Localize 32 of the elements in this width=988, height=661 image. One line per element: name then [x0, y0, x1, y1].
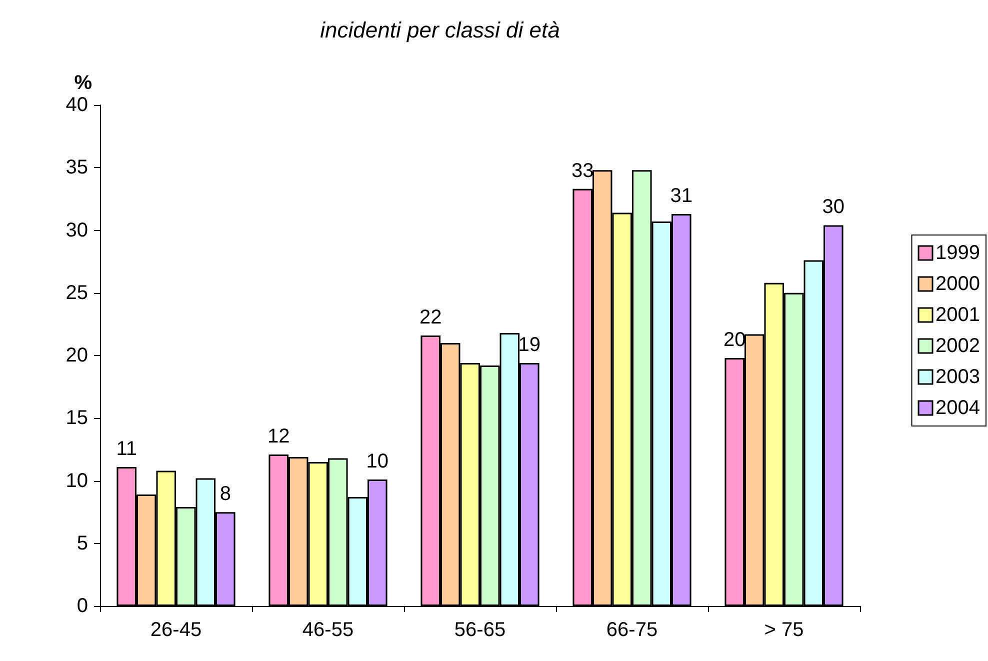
y-tick-label: 30	[66, 219, 88, 242]
legend-label: 1999	[936, 242, 980, 264]
x-tick-label: > 75	[764, 619, 804, 641]
data-label: 31	[670, 184, 693, 207]
data-label: 12	[267, 425, 290, 448]
data-label: 11	[116, 438, 137, 460]
x-tick-label: 46-55	[302, 619, 354, 641]
data-label: 10	[366, 450, 389, 472]
x-tick-label: 66-75	[606, 619, 658, 641]
legend-label: 2002	[936, 335, 980, 357]
data-label: 22	[419, 306, 442, 328]
y-tick-label: 40	[66, 94, 88, 116]
y-tick-label: 0	[76, 595, 88, 617]
legend-label: 2004	[936, 397, 980, 419]
legend-label: 2000	[936, 273, 980, 295]
y-tick-label: 10	[66, 470, 88, 492]
y-tick-label: 20	[66, 344, 88, 366]
data-label: 19	[518, 334, 541, 356]
y-tick-label: 25	[66, 282, 88, 304]
y-tick-label: 5	[76, 532, 88, 554]
data-label: 33	[571, 160, 594, 182]
legend-label: 2001	[936, 304, 980, 326]
y-tick-label: 15	[66, 407, 88, 430]
y-tick-label: 35	[66, 156, 88, 179]
data-label: 20	[723, 329, 746, 352]
chart-title: incidenti per classi di età	[320, 18, 560, 42]
data-label: 8	[220, 483, 231, 506]
data-label: 30	[822, 196, 845, 218]
x-tick-label: 56-65	[454, 619, 506, 641]
y-axis-title: %	[74, 72, 92, 94]
x-tick-label: 26-45	[150, 619, 202, 641]
legend-label: 2003	[936, 366, 980, 388]
